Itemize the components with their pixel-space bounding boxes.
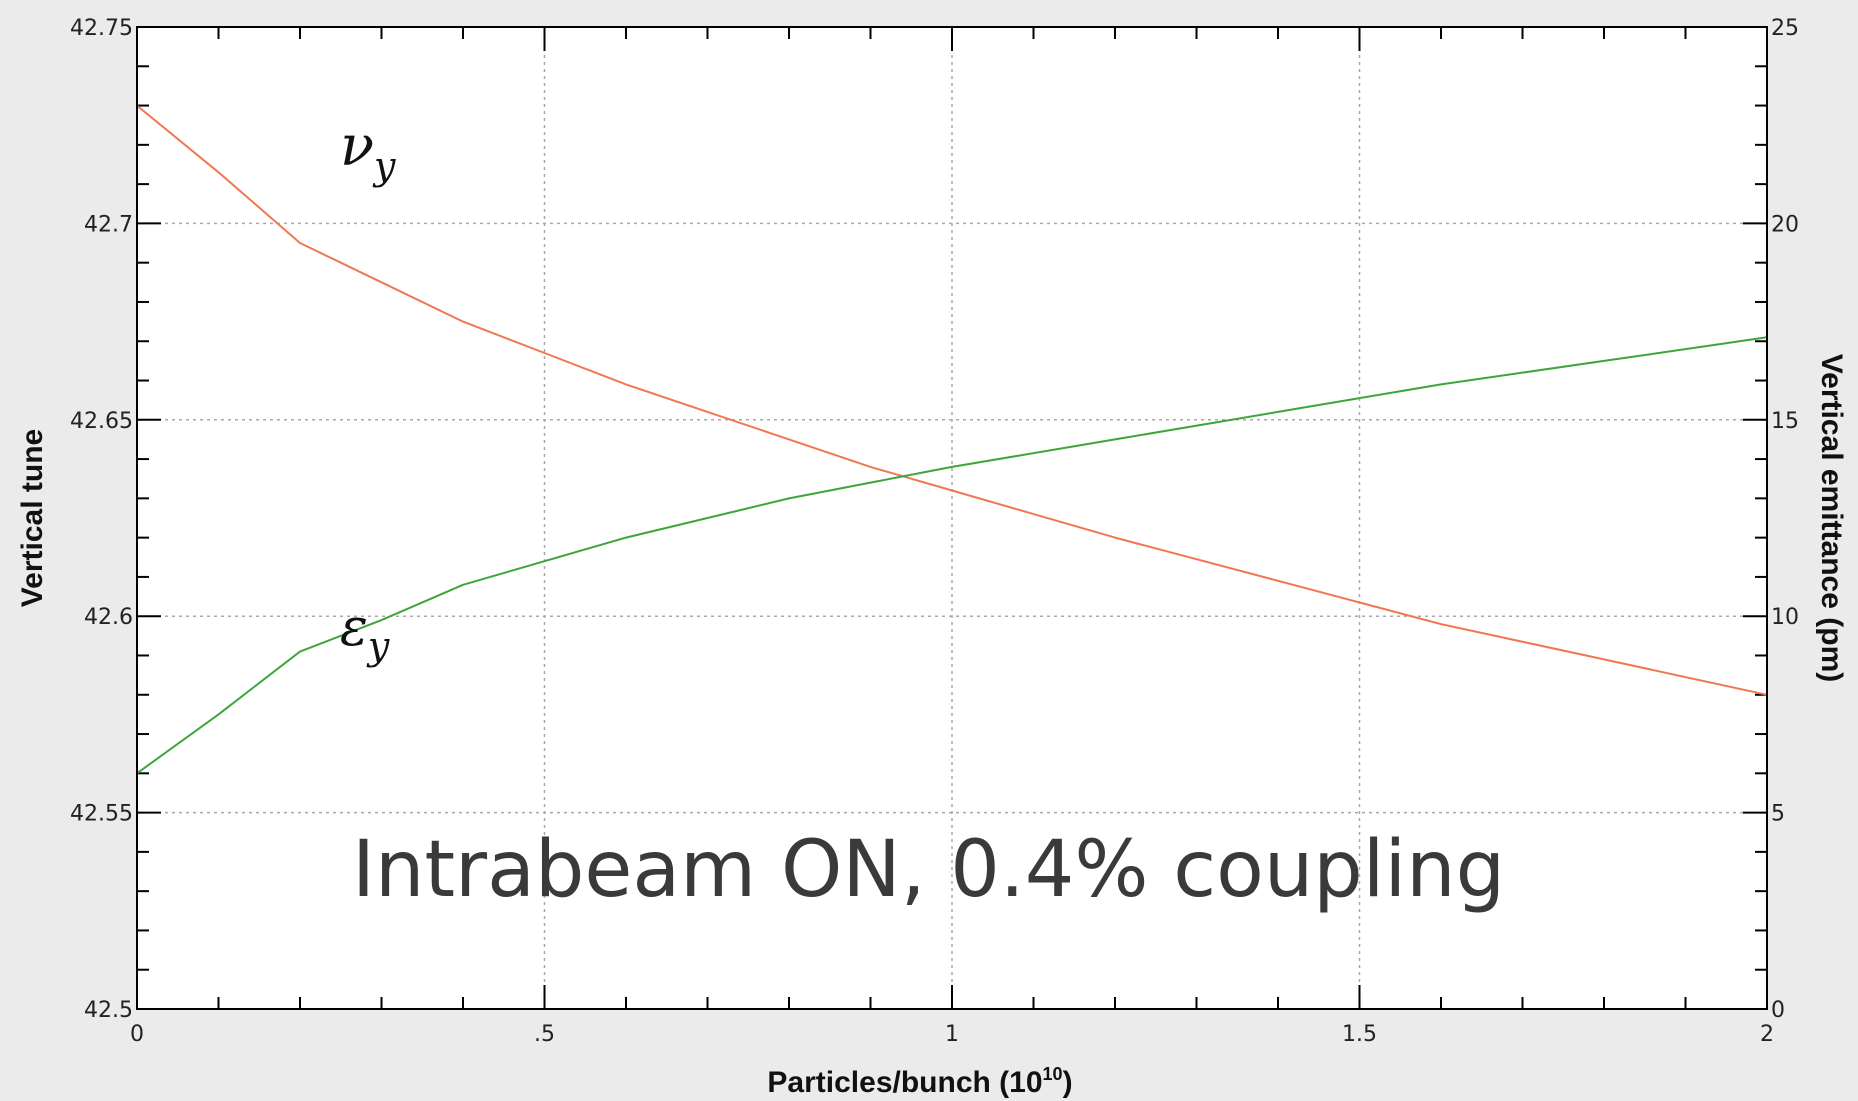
x-axis-title: Particles/bunch (1010) — [767, 1064, 1072, 1099]
x-tick-label: 2 — [1760, 1022, 1774, 1047]
y-left-tick-label: 42.65 — [70, 409, 133, 434]
y-left-tick-label: 42.7 — [84, 212, 133, 237]
y-right-tick-label: 15 — [1771, 409, 1799, 434]
x-tick-label: 1 — [945, 1022, 959, 1047]
y-left-tick-label: 42.55 — [70, 802, 133, 827]
y-left-tick-label: 42.5 — [84, 998, 133, 1023]
x-tick-label: 0 — [130, 1022, 144, 1047]
x-tick-label: .5 — [534, 1022, 555, 1047]
y-left-tick-label: 42.6 — [84, 605, 133, 630]
y-left-tick-label: 42.75 — [70, 16, 133, 41]
annotation-text: Intrabeam ON, 0.4% coupling — [352, 825, 1505, 915]
y-right-tick-label: 5 — [1771, 802, 1785, 827]
y-axis-right-title: Vertical emittance (pm) — [1815, 354, 1848, 682]
y-right-tick-label: 25 — [1771, 16, 1799, 41]
x-tick-label: 1.5 — [1342, 1022, 1377, 1047]
y-right-tick-label: 10 — [1771, 605, 1799, 630]
y-right-tick-label: 20 — [1771, 212, 1799, 237]
y-right-tick-label: 0 — [1771, 998, 1785, 1023]
y-axis-left-title: Vertical tune — [16, 429, 49, 607]
